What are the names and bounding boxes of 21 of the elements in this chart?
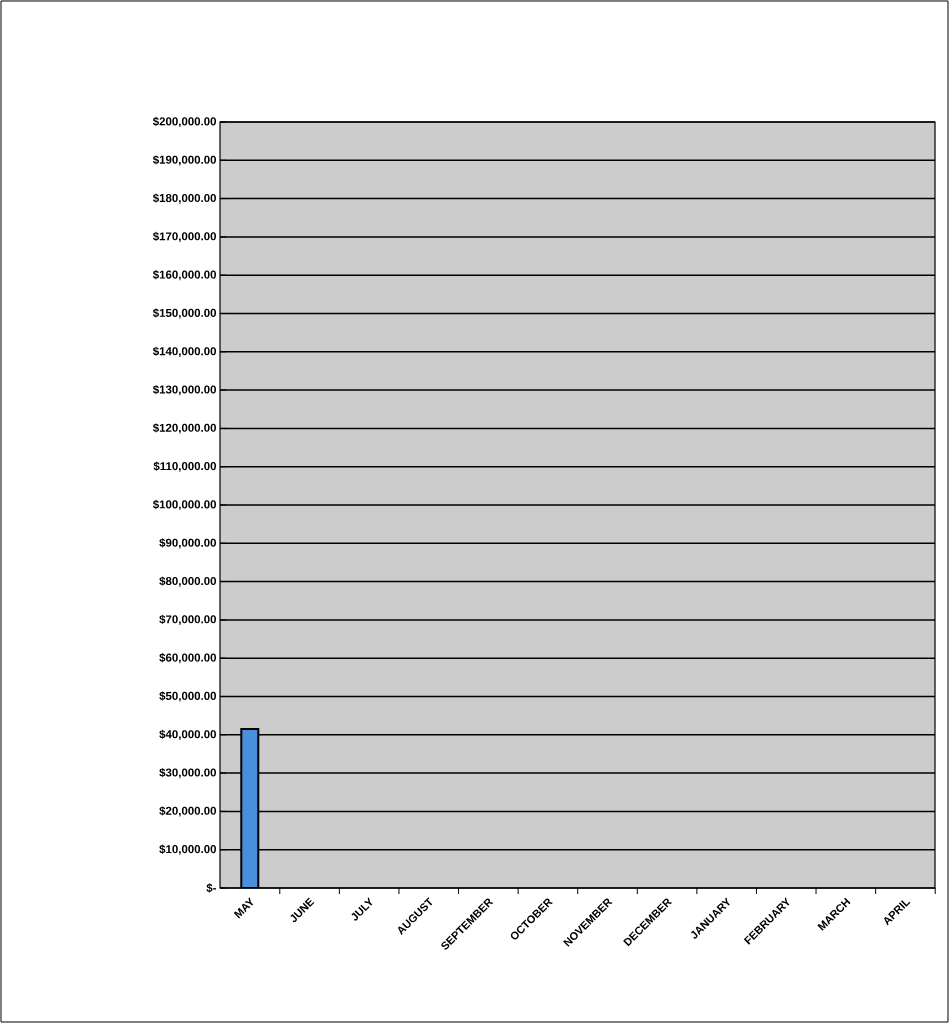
y-tick-label: $160,000.00 [152, 270, 216, 281]
y-tick-label: $200,000.00 [152, 116, 216, 128]
y-tick-label: $180,000.00 [152, 193, 216, 204]
y-tick-label: $140,000.00 [152, 346, 216, 357]
y-tick-label: $80,000.00 [159, 576, 217, 587]
y-tick-label: $100,000.00 [152, 499, 216, 511]
y-tick-label: $10,000.00 [159, 844, 217, 855]
y-tick-label: $110,000.00 [153, 461, 217, 472]
y-tick-label: $60,000.00 [159, 653, 217, 664]
y-tick-label: $170,000.00 [152, 231, 216, 243]
y-tick-label: $190,000.00 [152, 155, 216, 166]
y-tick-label: $150,000.00 [152, 308, 216, 319]
y-tick-label: $70,000.00 [159, 614, 217, 626]
y-tick-label: $30,000.00 [159, 767, 217, 779]
y-tick-label: $40,000.00 [159, 729, 217, 740]
y-tick-label: $130,000.00 [152, 384, 216, 396]
y-tick-label: $90,000.00 [159, 538, 217, 549]
y-tick-label: $50,000.00 [159, 691, 217, 702]
y-tick-label: $20,000.00 [159, 806, 217, 817]
y-tick-label: $- [206, 883, 217, 893]
y-tick-label: $120,000.00 [152, 423, 216, 434]
